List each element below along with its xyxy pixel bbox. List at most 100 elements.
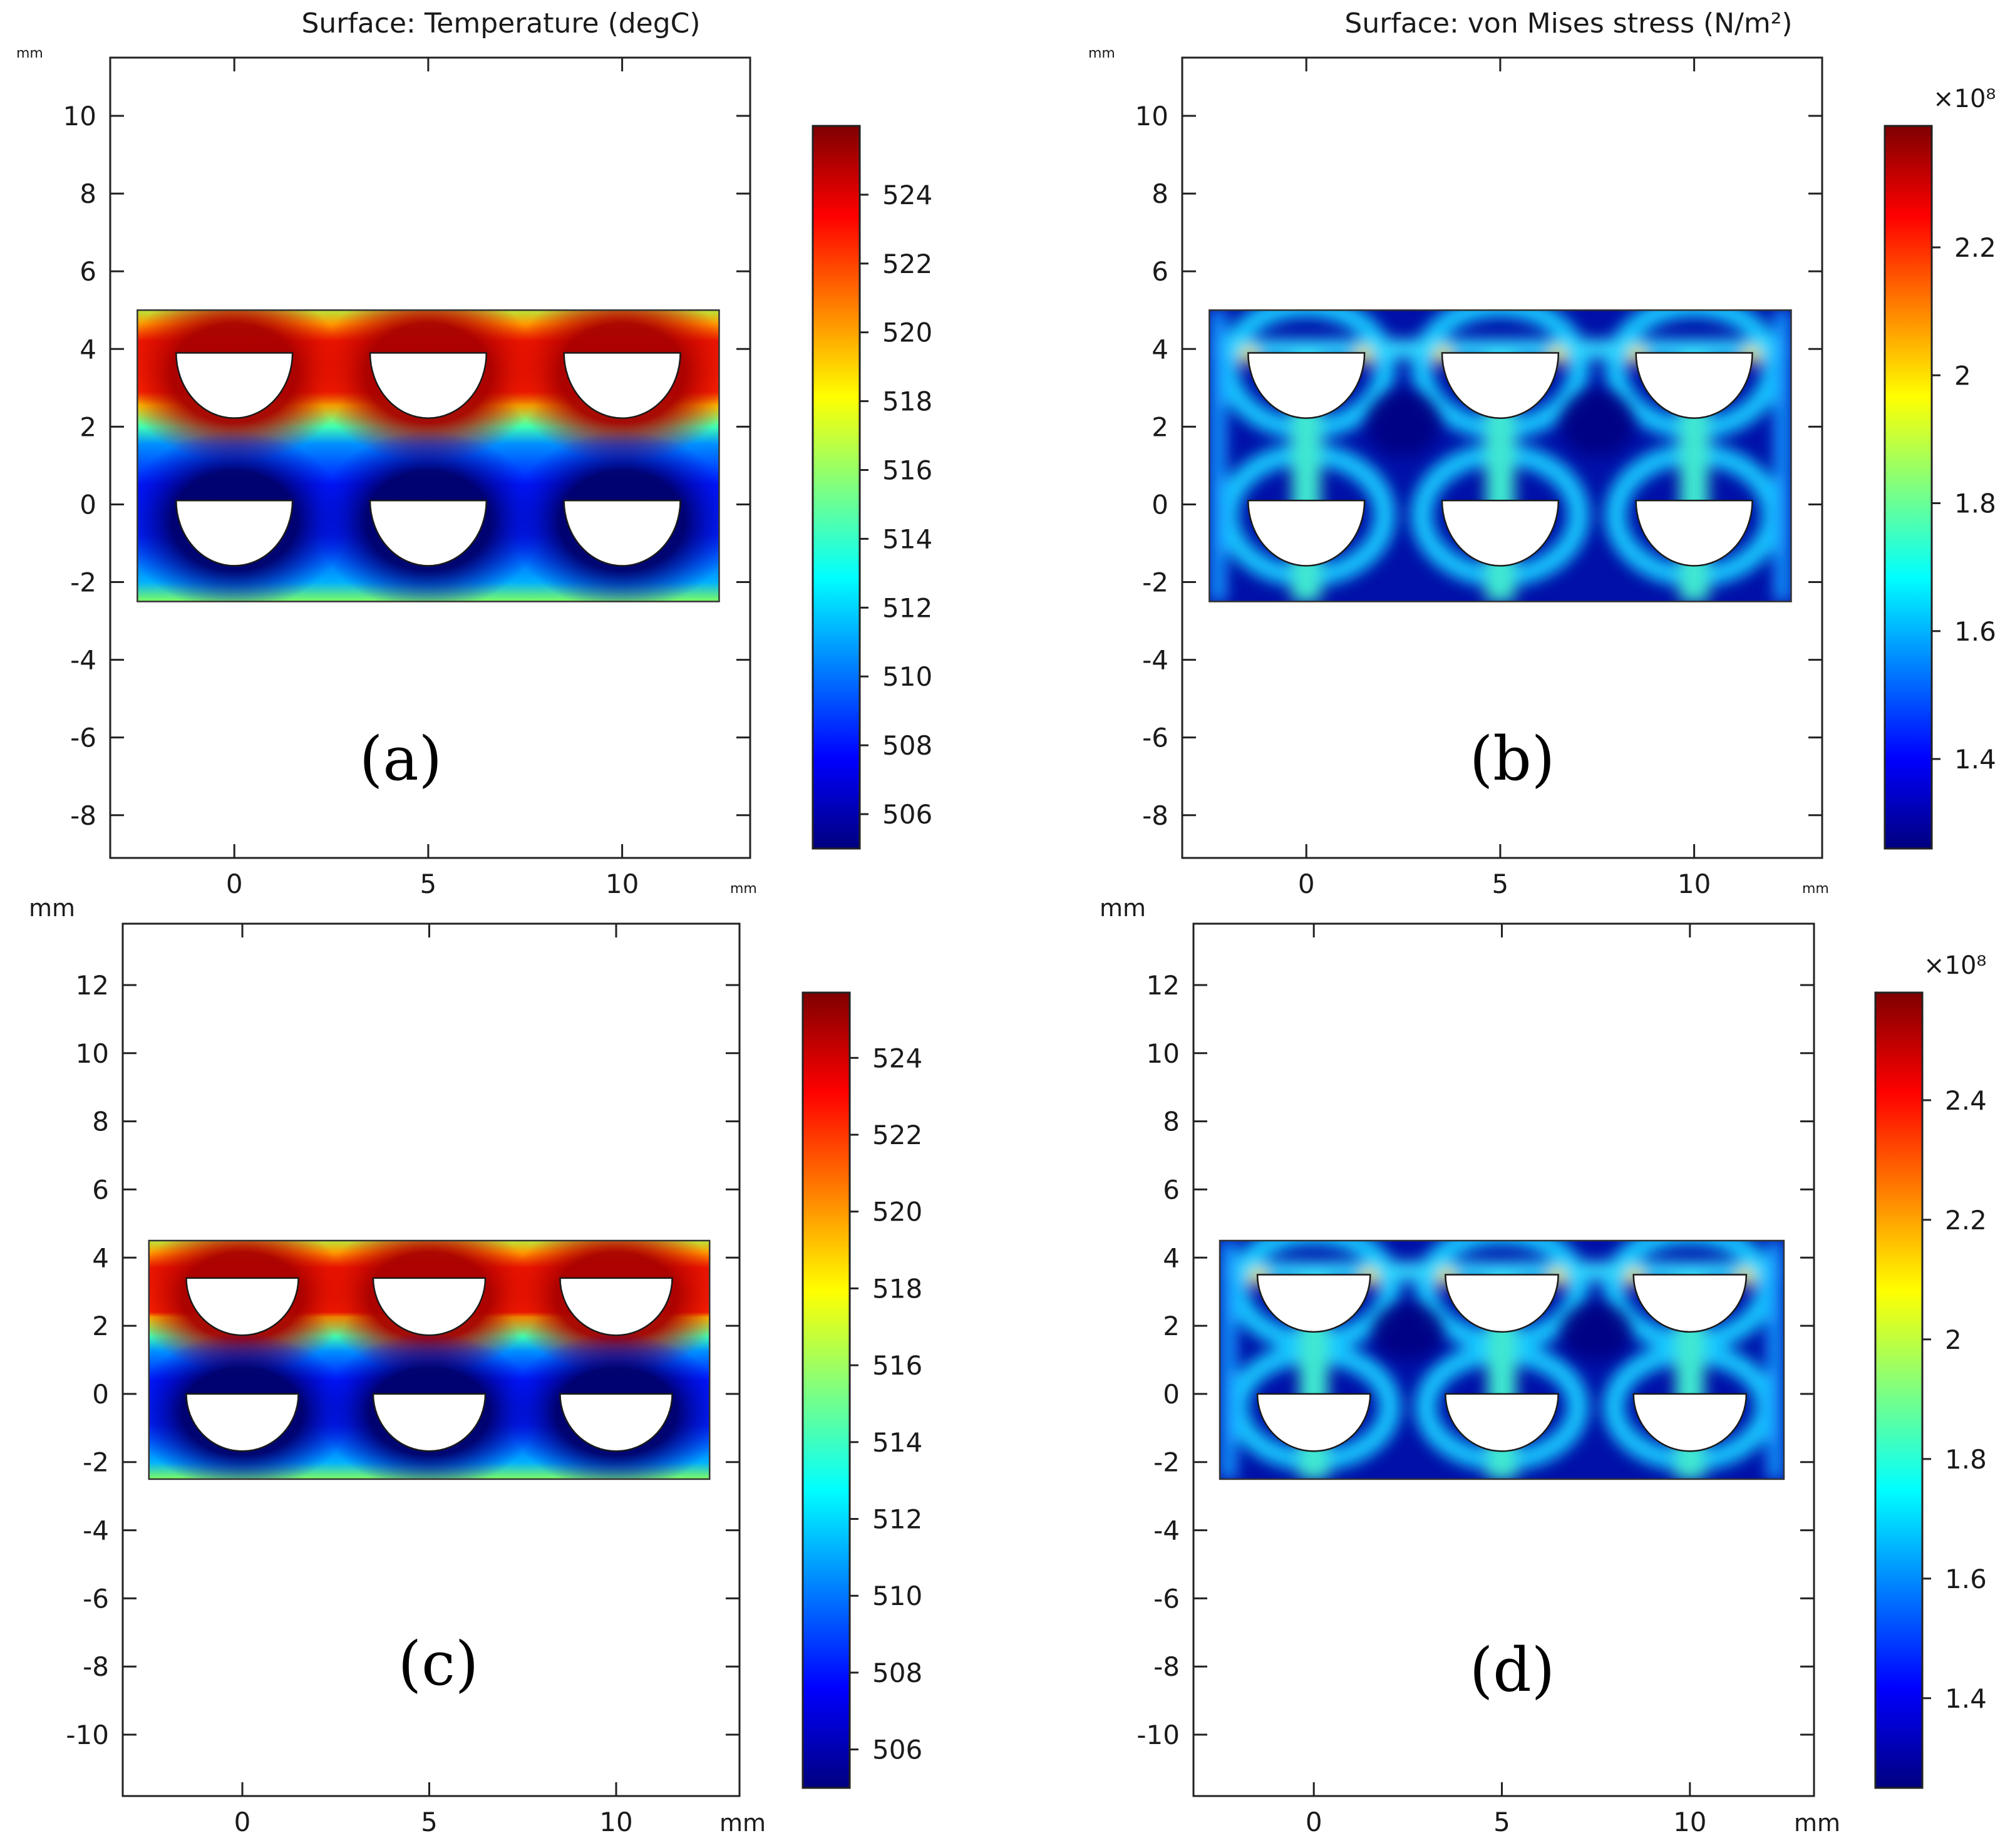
panel-label: (d) xyxy=(1470,1635,1555,1705)
hole xyxy=(1635,499,1753,567)
chart-title: Surface: Temperature (degC) xyxy=(301,8,700,39)
y-tick-label: 8 xyxy=(92,1107,109,1137)
y-tick-label: 10 xyxy=(1135,101,1168,132)
colorbar-tick-label: 2 xyxy=(1954,360,1971,391)
domain-outline xyxy=(1209,309,1792,602)
hole xyxy=(369,352,488,419)
domain-outline xyxy=(137,309,720,602)
colorbar-tick-label: 1.4 xyxy=(1954,744,1996,775)
hole xyxy=(185,1393,299,1452)
y-tick-label: 2 xyxy=(1152,411,1168,442)
colorbar-tick-label: 514 xyxy=(872,1427,922,1458)
panel-label: (c) xyxy=(398,1629,479,1699)
y-tick-label: -6 xyxy=(1142,723,1168,753)
x-axis-label: mm xyxy=(719,1809,766,1837)
y-tick-label: -4 xyxy=(1142,645,1168,676)
hole xyxy=(369,499,488,567)
low-stress-cores xyxy=(1366,390,1634,456)
colorbar-tick-label: 506 xyxy=(882,799,932,830)
x-tick-label: 0 xyxy=(234,1807,251,1837)
y-axis-label: mm xyxy=(1088,46,1115,61)
y-tick-label: 6 xyxy=(92,1174,109,1205)
y-tick-label: -6 xyxy=(70,723,96,753)
colorbar-tick-label: 512 xyxy=(872,1504,922,1535)
hole xyxy=(1441,352,1560,419)
hole xyxy=(372,1393,487,1452)
colorbar-tick-label: 2.2 xyxy=(1945,1205,1987,1236)
hole xyxy=(185,1277,299,1336)
colorbar-tick-label: 514 xyxy=(882,524,932,554)
y-tick-label: -2 xyxy=(1153,1447,1180,1478)
colorbar-tick-label: 1.4 xyxy=(1945,1683,1987,1714)
hole xyxy=(1632,1274,1748,1333)
colorbar-tick-label: 1.6 xyxy=(1954,616,1996,647)
panel-d: 0 5 10 -10 -8 -6 -4 -2 0 2 4 6 8 10 12 mm mm (d) 1.4 1.6 1.8… xyxy=(1100,894,1987,1837)
y-axis-label: mm xyxy=(29,894,75,922)
colorbar-tick-label: 524 xyxy=(882,180,932,210)
colorbar-tick-label: 1.8 xyxy=(1945,1444,1987,1475)
colorbar xyxy=(1884,125,1933,850)
colorbar-tick-label: 522 xyxy=(882,249,932,279)
panel-a: Surface: Temperature (degC)0 5 10-8-6-4-20… xyxy=(16,8,932,899)
low-stress-core xyxy=(1560,390,1634,456)
hole xyxy=(1247,352,1366,419)
y-tick-label: 6 xyxy=(80,256,96,287)
hole xyxy=(563,352,681,419)
x-tick-label: 10 xyxy=(1673,1807,1706,1837)
low-stress-core xyxy=(1366,390,1440,456)
y-tick-label: 6 xyxy=(1152,256,1168,287)
y-tick-label: -2 xyxy=(83,1447,109,1478)
hole xyxy=(1247,499,1366,567)
stress-ligaments xyxy=(1209,310,1791,602)
colorbar-tick-label: 520 xyxy=(882,317,932,348)
y-tick-label: 2 xyxy=(1163,1311,1180,1341)
hole xyxy=(175,499,294,567)
panel-c: 0 5 10-10-8-6-4-2024681012mmmm(c)506508510… xyxy=(29,894,922,1837)
panel-b: Surface: von Mises stress (N/m²) 0 5 10 -8 -6… xyxy=(1088,8,1996,899)
hole xyxy=(559,1277,673,1336)
y-tick-label: 0 xyxy=(1163,1379,1180,1410)
colorbar-tick-label: 518 xyxy=(882,386,932,417)
x-tick-label: 5 xyxy=(420,869,437,899)
colorbar-tick-label: 1.8 xyxy=(1954,488,1996,519)
colorbar-tick-label: 522 xyxy=(872,1120,922,1150)
x-axis-label: mm xyxy=(1794,1809,1840,1837)
colorbar-tick-label: 2.2 xyxy=(1954,232,1996,263)
y-axis-label: mm xyxy=(1100,894,1146,922)
x-tick-label: 10 xyxy=(599,1807,632,1837)
x-tick-label: 0 xyxy=(1306,1807,1322,1837)
colorbar xyxy=(801,991,851,1789)
y-tick-label: 12 xyxy=(1147,970,1180,1001)
colorbar-tick-label: 516 xyxy=(872,1350,922,1381)
y-tick-label: -8 xyxy=(1142,800,1168,831)
x-tick-label: 5 xyxy=(1492,869,1509,899)
x-tick-label: 10 xyxy=(1678,869,1711,899)
hole xyxy=(559,1393,673,1452)
y-tick-label: 2 xyxy=(80,411,96,442)
x-tick-label: 5 xyxy=(421,1807,438,1837)
hole xyxy=(1445,1274,1559,1333)
colorbar-tick-label: 516 xyxy=(882,455,932,486)
y-tick-label: 0 xyxy=(80,489,96,520)
y-tick-label: 10 xyxy=(63,101,96,132)
colorbar-tick-label: 524 xyxy=(872,1043,922,1073)
colorbar-tick-label: 518 xyxy=(872,1273,922,1304)
colorbar-tick-label: 520 xyxy=(872,1197,922,1227)
hole xyxy=(372,1277,487,1336)
low-stress-cores xyxy=(1372,1301,1632,1360)
colorbar-tick-label: 2 xyxy=(1945,1324,1962,1355)
y-tick-label: -4 xyxy=(83,1515,109,1546)
y-tick-label: 12 xyxy=(76,970,109,1001)
colorbar-multiplier: ×10⁸ xyxy=(1924,951,1986,980)
low-stress-core xyxy=(1372,1301,1444,1360)
hole xyxy=(1635,352,1753,419)
domain-outline xyxy=(148,1239,711,1480)
y-tick-label: -8 xyxy=(1153,1651,1180,1682)
y-tick-label: 4 xyxy=(80,334,96,364)
y-tick-label: 8 xyxy=(1163,1107,1180,1137)
domain-outline xyxy=(1219,1239,1785,1480)
panel-label: (a) xyxy=(359,724,442,794)
y-axis-label: mm xyxy=(16,46,43,61)
hole xyxy=(563,499,681,567)
y-tick-label: -10 xyxy=(1136,1720,1180,1750)
